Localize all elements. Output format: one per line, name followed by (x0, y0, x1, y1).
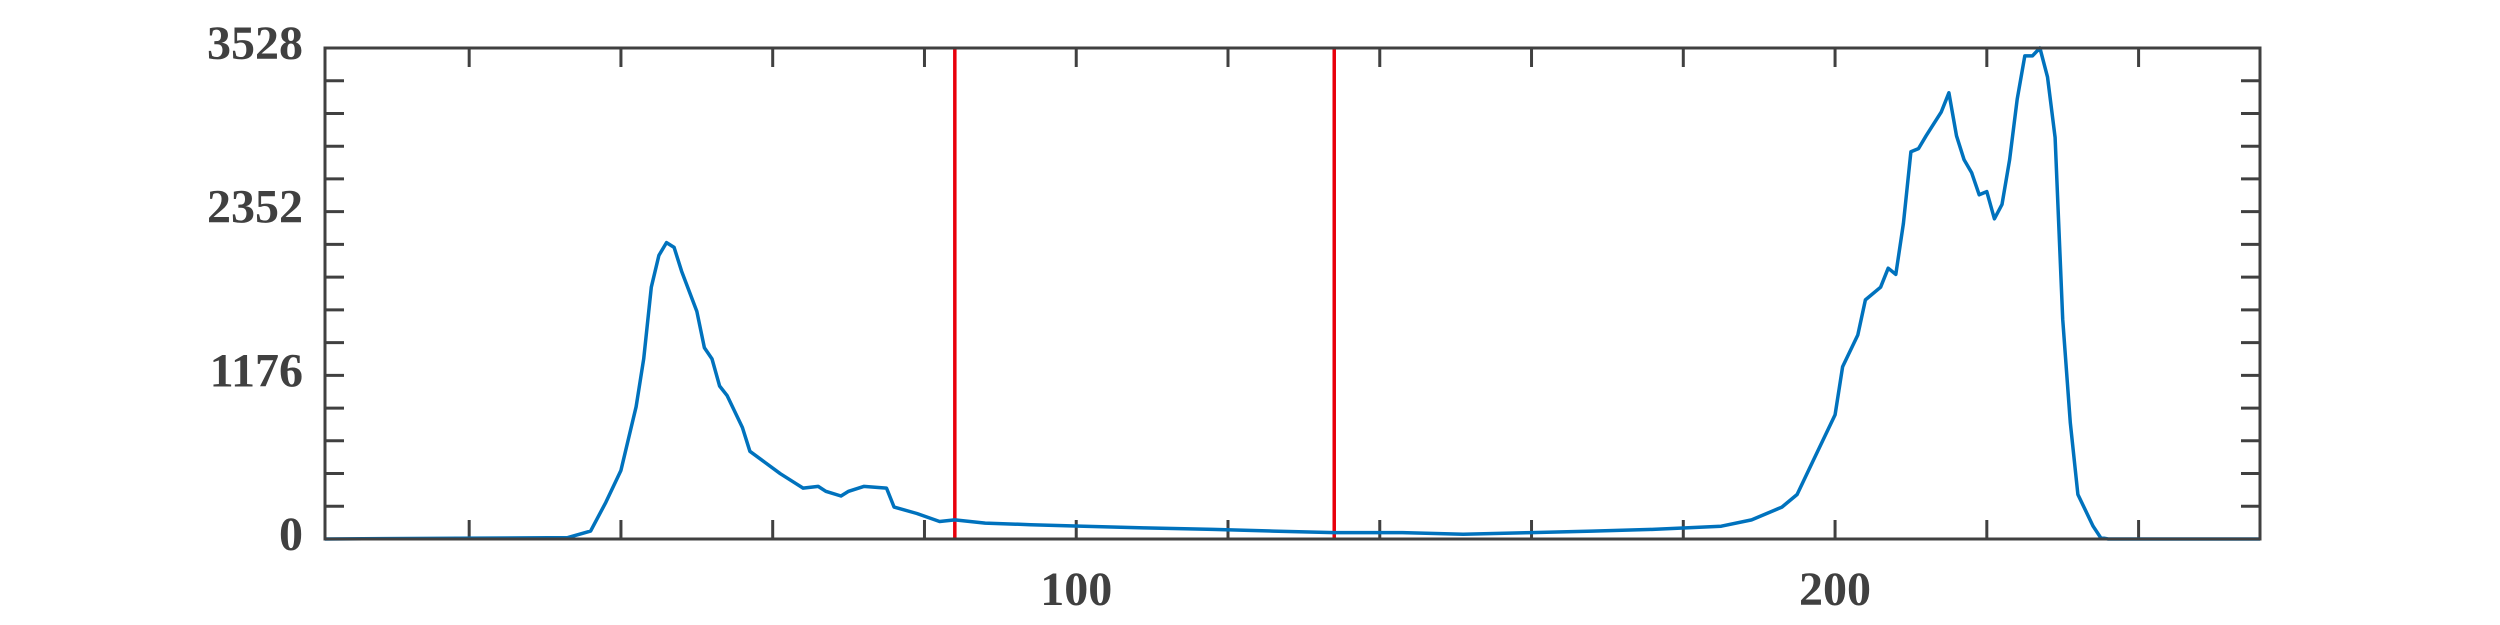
histogram-line (324, 46, 2260, 541)
x-tick-label: 100 (1040, 563, 1112, 616)
y-tick-label: 0 (279, 508, 303, 561)
y-tick-label: 2352 (207, 181, 303, 234)
y-tick-label: 3528 (207, 17, 303, 70)
axes-box (323, 46, 2262, 541)
x-tick-label: 200 (1799, 563, 1871, 616)
y-tick-label: 1176 (210, 344, 303, 397)
